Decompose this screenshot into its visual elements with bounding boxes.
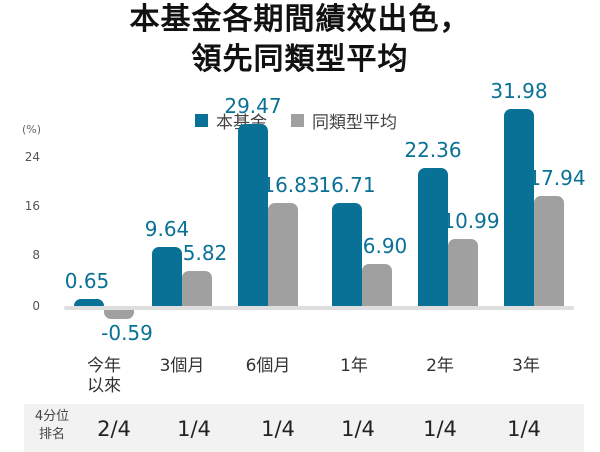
value-label-peer: -0.59 [101,321,153,345]
ranking-row-label: 4分位 排名 [32,408,72,444]
legend-item-peer: 同類型平均 [291,108,397,133]
bar-fund [74,299,104,307]
category-label: 1年 [340,356,368,376]
ranking-value: 1/4 [261,417,295,441]
value-label-fund: 22.36 [404,138,462,163]
value-label-fund: 16.71 [318,173,376,198]
legend-swatch-peer-icon [291,114,304,127]
value-label-fund: 29.47 [224,94,282,119]
ranking-label-line1: 4分位 [34,409,70,424]
bar-fund [332,203,362,307]
ranking-value: 1/4 [423,417,457,441]
ranking-label-line2: 排名 [38,427,65,442]
ranking-value: 1/4 [507,417,541,441]
category-label: 3個月 [159,356,205,376]
bar-peer [104,309,134,319]
chart-title-line1: 本基金各期間績效出色， [129,2,471,37]
category-label: 6個月 [245,356,291,376]
value-label-peer: 16.83 [262,172,320,197]
bar-peer [448,238,478,307]
value-label-peer: 5.82 [182,240,228,265]
category-label-line1: 今年 [87,356,121,376]
bar-peer [362,264,392,307]
bar-peer [534,195,564,307]
bar-fund [152,247,182,307]
ranking-value: 2/4 [97,417,131,441]
value-label-peer: 6.90 [362,234,408,259]
bar-fund [418,168,448,307]
value-label-peer: 10.99 [442,208,500,233]
category-label: 今年 以來 [64,356,144,396]
bar-fund [238,124,268,307]
ranking-row [24,404,584,452]
category-label-line2: 以來 [87,376,121,396]
y-tick-24: 24 [24,150,40,164]
value-label-fund: 0.65 [64,269,110,293]
x-axis-baseline [64,306,574,310]
legend-swatch-fund-icon [195,114,208,127]
value-label-peer: 17.94 [528,165,586,190]
ranking-value: 1/4 [177,417,211,441]
bar-peer [268,202,298,307]
chart-title-line2: 領先同類型平均 [191,42,409,77]
ranking-value: 1/4 [341,417,375,441]
bar-fund [504,108,534,307]
category-label: 3年 [512,356,540,376]
y-tick-16: 16 [24,199,40,213]
y-tick-0: 0 [32,299,40,313]
bar-peer [182,270,212,307]
category-label: 2年 [426,356,454,376]
y-axis-unit: (%) [22,123,42,136]
y-tick-8: 8 [32,248,40,262]
legend-label-peer: 同類型平均 [312,113,397,133]
value-label-fund: 31.98 [490,78,548,103]
value-label-fund: 9.64 [144,217,190,242]
